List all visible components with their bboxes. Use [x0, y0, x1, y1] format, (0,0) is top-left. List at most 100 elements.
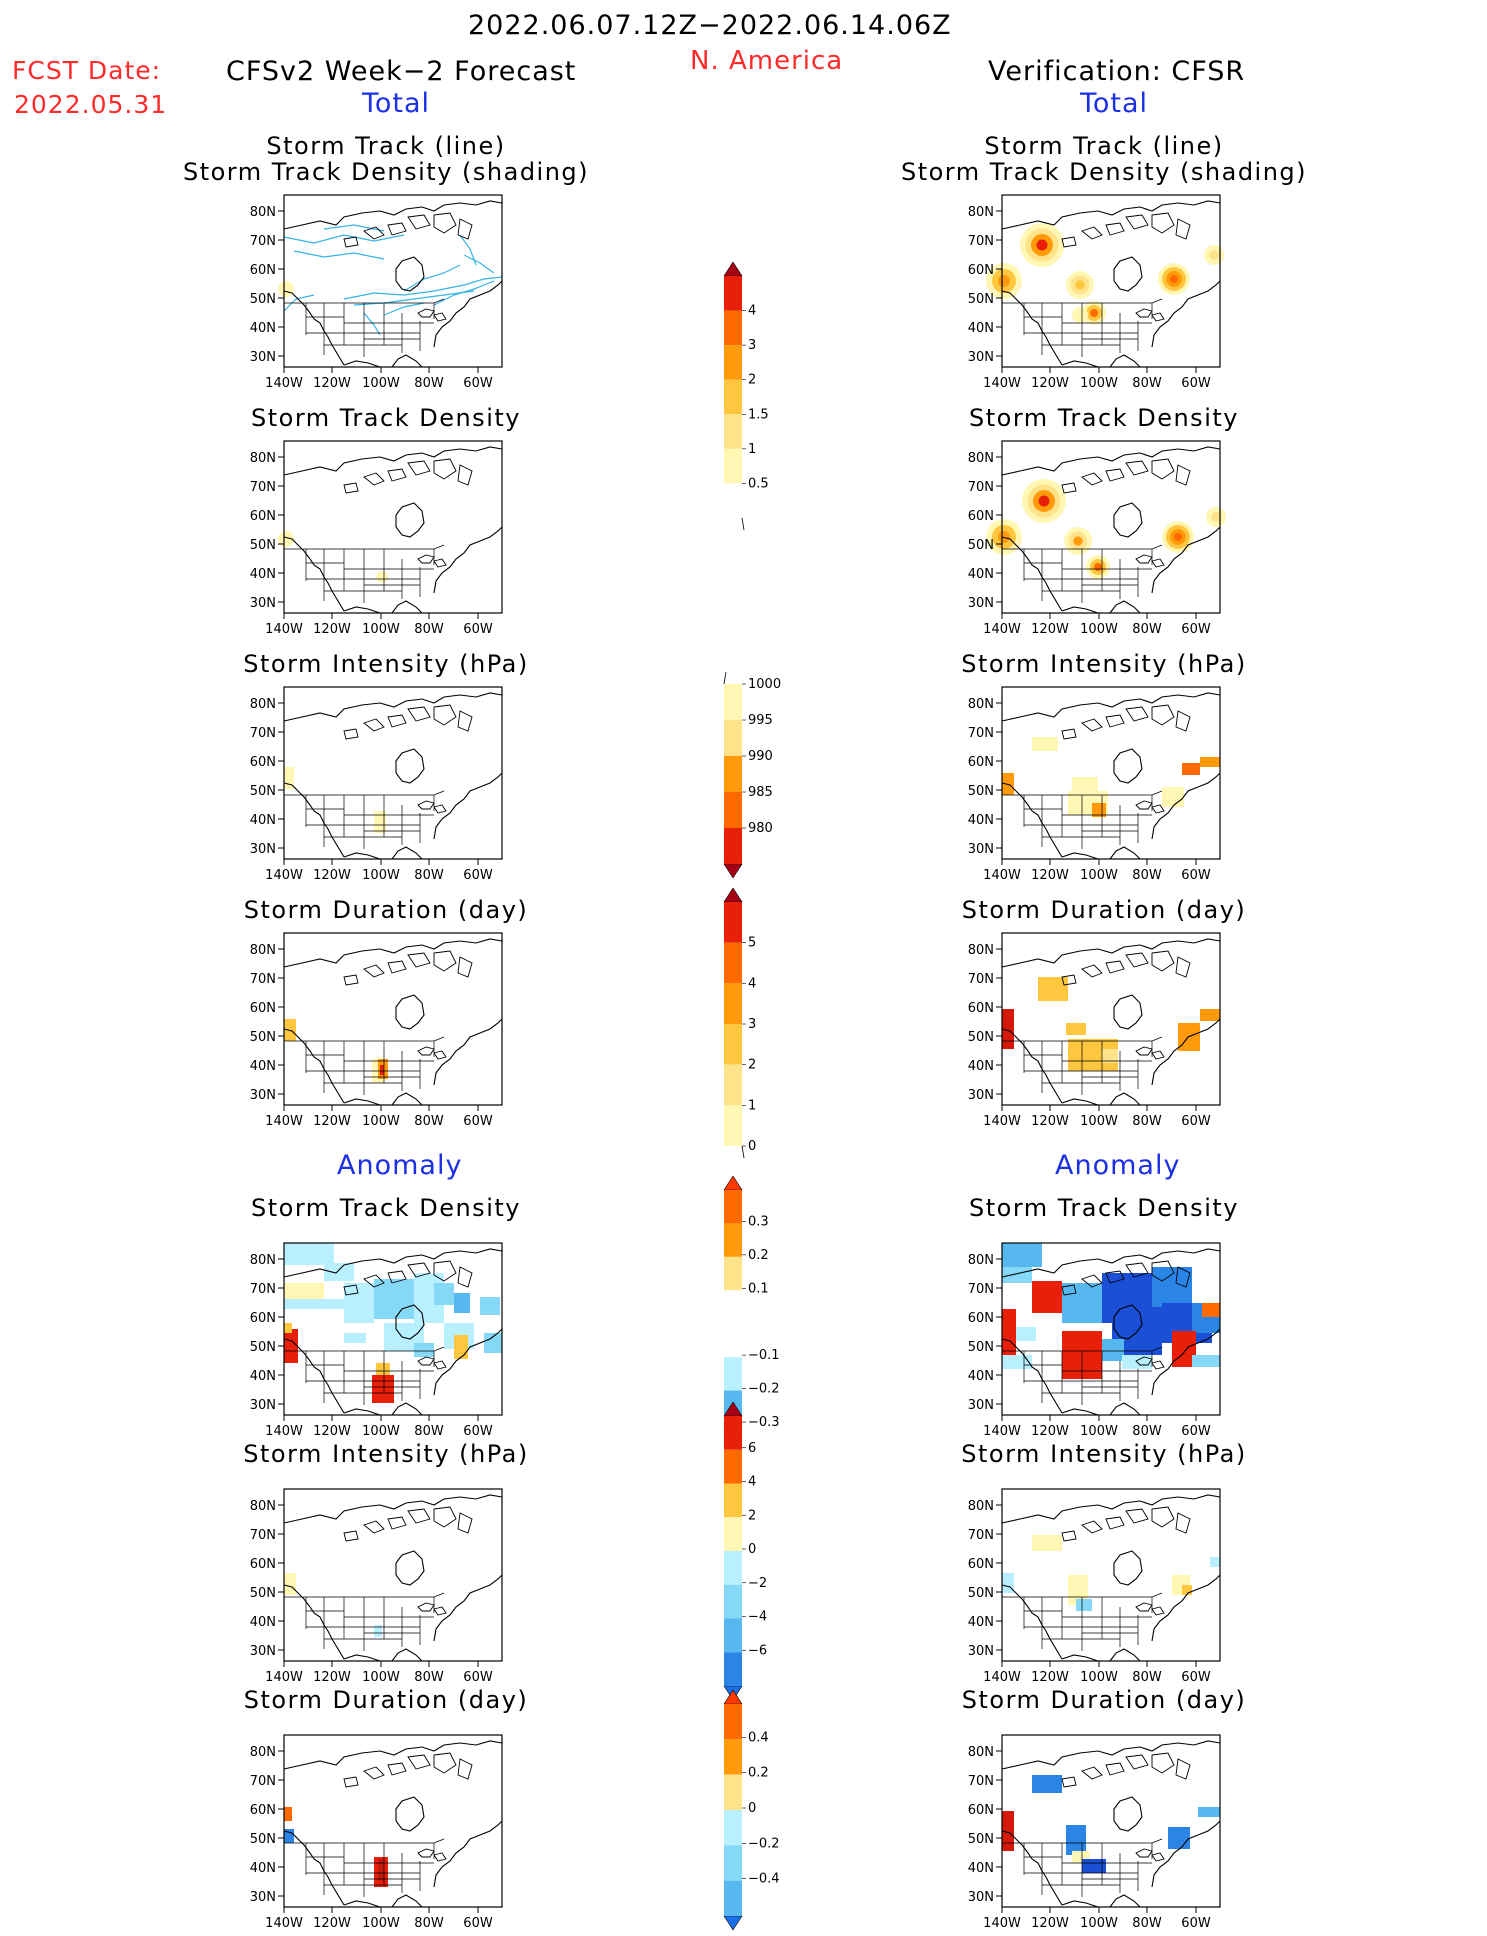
lat-tick-label: 30N [968, 350, 994, 365]
colorbar-tick-label: 4 [748, 1475, 756, 1490]
colorbar-tick-label: 3 [748, 1017, 756, 1032]
colorbar-tick-label: 4 [748, 304, 756, 319]
fcst-date-value: 2022.05.31 [14, 90, 168, 119]
lat-tick-label: 50N [250, 292, 276, 307]
lon-tick-label: 60W [463, 1424, 493, 1439]
colorbar-total-density: 4 3 2 1.5 1 0.5 [710, 261, 800, 538]
lon-tick-label: 140W [983, 1424, 1021, 1439]
lat-tick-label: 40N [250, 1059, 276, 1074]
colorbar-tick-label: 0.5 [748, 476, 769, 491]
lat-tick-label: 60N [250, 509, 276, 524]
lon-tick-label: 100W [362, 1424, 400, 1439]
lat-tick-label: 50N [250, 1030, 276, 1045]
colorbar-swatch [724, 828, 742, 864]
colorbar-tick-label: 0.2 [748, 1248, 769, 1263]
lat-tick-label: 30N [968, 1398, 994, 1413]
lat-tick-label: 80N [968, 943, 994, 958]
lon-tick-label: 100W [1080, 376, 1118, 391]
period-title: 2022.06.07.12Z−2022.06.14.06Z [468, 10, 952, 41]
lat-tick-label: 50N [968, 1340, 994, 1355]
colorbar-anomaly-intensity: 6 4 2 0 −2 −4 −6 [710, 1401, 800, 1706]
lon-tick-label: 140W [265, 868, 303, 883]
lat-tick-label: 80N [250, 205, 276, 220]
lat-tick-label: 40N [250, 567, 276, 582]
lat-tick-label: 70N [250, 1282, 276, 1297]
right-p1-title-b: Storm Track Density (shading) [900, 158, 1308, 186]
shading-layer [284, 1243, 502, 1403]
lat-tick-label: 80N [968, 697, 994, 712]
lat-tick-label: 60N [968, 263, 994, 278]
colorbar-swatch [724, 1290, 742, 1324]
colorbar-swatch [724, 983, 742, 1024]
lon-tick-label: 80W [414, 868, 444, 883]
colorbar-tick-label: 5 [748, 936, 756, 951]
lat-tick-label: 70N [968, 1282, 994, 1297]
lat-tick-label: 40N [250, 321, 276, 336]
lon-tick-label: 60W [463, 868, 493, 883]
lat-tick-label: 70N [968, 1774, 994, 1789]
left-p2-title: Storm Track Density [251, 404, 521, 432]
lon-tick-label: 100W [362, 1114, 400, 1129]
lat-tick-label: 30N [250, 842, 276, 857]
colorbar-swatch [724, 902, 742, 943]
lon-tick-label: 80W [1132, 1670, 1162, 1685]
colorbar-swatch [724, 1880, 742, 1916]
colorbar-tick-label: −6 [748, 1643, 767, 1658]
verification-map-panel-7: 80N 70N 60N 50N 40N 30N 140W 120W 100W 80W 60W [968, 1734, 1221, 1931]
lon-tick-label: 100W [362, 376, 400, 391]
forecast-map-panel-6: 80N 70N 60N 50N 40N 30N 140W 120W 100W 80W 60W [250, 1488, 503, 1685]
colorbar-tick-label: −0.3 [748, 1415, 780, 1430]
lat-tick-label: 80N [250, 943, 276, 958]
lon-tick-label: 60W [463, 1670, 493, 1685]
colorbar-swatch [724, 942, 742, 984]
lat-tick-label: 60N [968, 1557, 994, 1572]
colorbar-tick-label: 0.4 [748, 1730, 769, 1745]
verification-map-panel-5: 80N 70N 60N 50N 40N 30N 140W 120W 100W 80W 60W [968, 1242, 1221, 1439]
lat-tick-label: 50N [968, 1586, 994, 1601]
colorbar-tick-label: 1000 [748, 677, 781, 692]
colorbar-tick-label: −4 [748, 1610, 767, 1625]
colorbar-swatch [724, 379, 742, 415]
lat-tick-label: 80N [250, 451, 276, 466]
lon-tick-label: 120W [313, 1424, 351, 1439]
lon-tick-label: 60W [463, 622, 493, 637]
lat-tick-label: 80N [968, 1499, 994, 1514]
right-anomaly-label: Anomaly [1055, 1150, 1181, 1181]
lon-tick-label: 140W [265, 622, 303, 637]
left-p3-title: Storm Intensity (hPa) [243, 650, 529, 678]
forecast-map-panel-7: 80N 70N 60N 50N 40N 30N 140W 120W 100W 80W 60W [250, 1734, 503, 1931]
lat-tick-label: 30N [250, 350, 276, 365]
lon-tick-label: 60W [1181, 622, 1211, 637]
colorbar-tick-label: 0.1 [748, 1281, 769, 1296]
lon-tick-label: 120W [313, 376, 351, 391]
right-p5-title: Storm Track Density [969, 1194, 1239, 1222]
colorbar-swatch [724, 1416, 742, 1450]
lat-tick-label: 50N [250, 538, 276, 553]
lon-tick-label: 120W [313, 868, 351, 883]
colorbar-swatch [724, 1256, 742, 1291]
right-p7-title: Storm Duration (day) [961, 1686, 1247, 1714]
lon-tick-label: 60W [1181, 376, 1211, 391]
lat-tick-label: 60N [250, 1557, 276, 1572]
colorbar-swatch [724, 1449, 742, 1484]
colorbar-swatch [724, 1323, 742, 1358]
lon-tick-label: 140W [983, 1916, 1021, 1931]
lat-tick-label: 60N [250, 755, 276, 770]
colorbar-swatch [724, 1357, 742, 1391]
colorbar-swatch [724, 1704, 742, 1740]
colorbar-tick-label: −0.1 [748, 1348, 780, 1363]
lat-tick-label: 60N [250, 1001, 276, 1016]
region-title: N. America [690, 46, 844, 76]
lon-tick-label: 80W [1132, 1424, 1162, 1439]
lat-tick-label: 70N [250, 972, 276, 987]
colorbar-swatch [724, 1024, 742, 1065]
left-p1-title-b: Storm Track Density (shading) [182, 158, 590, 186]
lat-tick-label: 40N [968, 321, 994, 336]
colorbar-tick-label: 6 [748, 1441, 756, 1456]
lon-tick-label: 80W [1132, 622, 1162, 637]
lat-tick-label: 80N [250, 697, 276, 712]
lon-tick-label: 120W [1031, 1916, 1069, 1931]
lon-tick-label: 120W [1031, 1670, 1069, 1685]
colorbar-tick-label: −0.2 [748, 1382, 780, 1397]
fcst-date-label: FCST Date: [12, 56, 162, 85]
